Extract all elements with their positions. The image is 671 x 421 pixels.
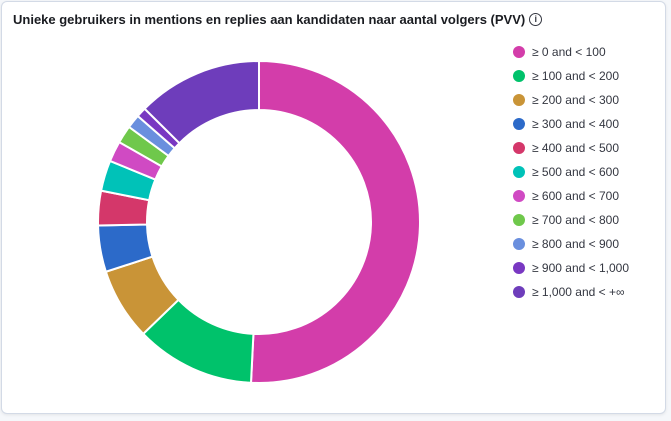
- legend-item[interactable]: ≥ 200 and < 300: [513, 88, 629, 112]
- legend-item[interactable]: ≥ 100 and < 200: [513, 64, 629, 88]
- legend-item[interactable]: ≥ 700 and < 800: [513, 208, 629, 232]
- legend-item[interactable]: ≥ 300 and < 400: [513, 112, 629, 136]
- donut-slice[interactable]: [249, 59, 421, 384]
- legend-swatch: [513, 166, 525, 178]
- legend-label: ≥ 200 and < 300: [532, 93, 619, 107]
- legend-label: ≥ 600 and < 700: [532, 189, 619, 203]
- legend-swatch: [513, 46, 525, 58]
- legend-swatch: [513, 286, 525, 298]
- legend-label: ≥ 800 and < 900: [532, 237, 619, 251]
- legend-item[interactable]: ≥ 1,000 and < +∞: [513, 280, 629, 304]
- legend-swatch: [513, 118, 525, 130]
- legend-swatch: [513, 214, 525, 226]
- chart-legend: ≥ 0 and < 100 ≥ 100 and < 200 ≥ 200 and < …: [513, 40, 629, 304]
- legend-item[interactable]: ≥ 900 and < 1,000: [513, 256, 629, 280]
- legend-swatch: [513, 142, 525, 154]
- panel-title-text: Unieke gebruikers in mentions en replies…: [13, 12, 526, 27]
- legend-swatch: [513, 262, 525, 274]
- legend-swatch: [513, 190, 525, 202]
- legend-label: ≥ 100 and < 200: [532, 69, 619, 83]
- info-icon[interactable]: i: [529, 13, 543, 26]
- legend-swatch: [513, 70, 525, 82]
- legend-label: ≥ 1,000 and < +∞: [532, 285, 625, 299]
- legend-item[interactable]: ≥ 500 and < 600: [513, 160, 629, 184]
- legend-swatch: [513, 94, 525, 106]
- legend-label: ≥ 0 and < 100: [532, 45, 606, 59]
- legend-label: ≥ 500 and < 600: [532, 165, 619, 179]
- donut-slice[interactable]: [143, 59, 260, 145]
- legend-item[interactable]: ≥ 0 and < 100: [513, 40, 629, 64]
- legend-label: ≥ 400 and < 500: [532, 141, 619, 155]
- legend-item[interactable]: ≥ 400 and < 500: [513, 136, 629, 160]
- legend-item[interactable]: ≥ 600 and < 700: [513, 184, 629, 208]
- legend-label: ≥ 900 and < 1,000: [532, 261, 630, 275]
- panel-title: Unieke gebruikers in mentions en replies…: [13, 12, 543, 27]
- legend-label: ≥ 700 and < 800: [532, 213, 619, 227]
- legend-swatch: [513, 238, 525, 250]
- legend-item[interactable]: ≥ 800 and < 900: [513, 232, 629, 256]
- legend-label: ≥ 300 and < 400: [532, 117, 619, 131]
